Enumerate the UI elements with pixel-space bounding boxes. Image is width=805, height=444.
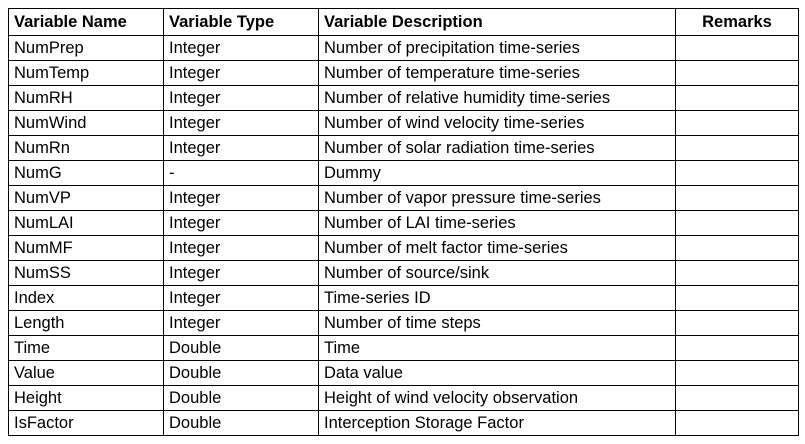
- cell-remarks: [675, 335, 799, 361]
- cell-remarks: [675, 60, 799, 86]
- header-row: Variable Name Variable Type Variable Des…: [8, 8, 799, 36]
- header-variable-type: Variable Type: [163, 8, 319, 36]
- table-row: NumSS Integer Number of source/sink: [8, 260, 799, 286]
- cell-variable-name: NumSS: [8, 260, 164, 286]
- cell-variable-type: Integer: [163, 60, 319, 86]
- cell-remarks: [675, 210, 799, 236]
- table-row: NumTemp Integer Number of temperature time…: [8, 60, 799, 86]
- cell-variable-name: NumWind: [8, 110, 164, 136]
- cell-variable-name: IsFactor: [8, 410, 164, 436]
- cell-remarks: [675, 185, 799, 211]
- header-variable-description: Variable Description: [318, 8, 676, 36]
- cell-variable-description: Number of vapor pressure time-series: [318, 185, 676, 211]
- cell-variable-name: Value: [8, 360, 164, 386]
- cell-variable-name: Index: [8, 285, 164, 311]
- variable-table: Variable Name Variable Type Variable Des…: [8, 8, 799, 436]
- cell-variable-type: Integer: [163, 285, 319, 311]
- cell-variable-name: NumRH: [8, 85, 164, 111]
- cell-remarks: [675, 160, 799, 186]
- cell-variable-name: NumLAI: [8, 210, 164, 236]
- table-body: NumPrep Integer Number of precipitation ti…: [8, 35, 799, 436]
- cell-remarks: [675, 385, 799, 411]
- table-row: Value Double Data value: [8, 360, 799, 386]
- cell-remarks: [675, 135, 799, 161]
- cell-variable-description: Number of relative humidity time-series: [318, 85, 676, 111]
- cell-variable-type: Double: [163, 335, 319, 361]
- cell-variable-name: Height: [8, 385, 164, 411]
- cell-variable-type: -: [163, 160, 319, 186]
- cell-variable-description: Number of wind velocity time-series: [318, 110, 676, 136]
- table-row: Time Double Time: [8, 335, 799, 361]
- cell-variable-description: Number of solar radiation time-series: [318, 135, 676, 161]
- cell-variable-name: NumTemp: [8, 60, 164, 86]
- cell-variable-description: Number of source/sink: [318, 260, 676, 286]
- cell-variable-type: Double: [163, 360, 319, 386]
- cell-variable-description: Height of wind velocity observation: [318, 385, 676, 411]
- cell-variable-type: Double: [163, 410, 319, 436]
- cell-remarks: [675, 260, 799, 286]
- cell-variable-description: Time: [318, 335, 676, 361]
- cell-variable-description: Number of precipitation time-series: [318, 35, 676, 61]
- table-row: NumMF Integer Number of melt factor time-s…: [8, 235, 799, 261]
- cell-remarks: [675, 360, 799, 386]
- header-remarks: Remarks: [675, 8, 799, 36]
- cell-variable-name: NumRn: [8, 135, 164, 161]
- cell-remarks: [675, 235, 799, 261]
- table-row: Index Integer Time-series ID: [8, 285, 799, 311]
- cell-variable-name: NumMF: [8, 235, 164, 261]
- table-row: NumVP Integer Number of vapor pressure tim…: [8, 185, 799, 211]
- cell-variable-type: Integer: [163, 210, 319, 236]
- cell-variable-description: Data value: [318, 360, 676, 386]
- cell-variable-name: NumPrep: [8, 35, 164, 61]
- cell-variable-description: Number of temperature time-series: [318, 60, 676, 86]
- cell-remarks: [675, 35, 799, 61]
- table-row: Length Integer Number of time steps: [8, 310, 799, 336]
- cell-variable-description: Number of melt factor time-series: [318, 235, 676, 261]
- table-row: NumRH Integer Number of relative humidity …: [8, 85, 799, 111]
- cell-variable-type: Integer: [163, 35, 319, 61]
- cell-remarks: [675, 310, 799, 336]
- cell-variable-type: Integer: [163, 85, 319, 111]
- header-variable-name: Variable Name: [8, 8, 164, 36]
- cell-variable-type: Double: [163, 385, 319, 411]
- table-row: IsFactor Double Interception Storage Facto…: [8, 410, 799, 436]
- cell-variable-type: Integer: [163, 110, 319, 136]
- cell-variable-type: Integer: [163, 260, 319, 286]
- cell-variable-type: Integer: [163, 235, 319, 261]
- cell-variable-name: NumG: [8, 160, 164, 186]
- cell-variable-type: Integer: [163, 135, 319, 161]
- cell-variable-name: Length: [8, 310, 164, 336]
- cell-remarks: [675, 110, 799, 136]
- cell-variable-type: Integer: [163, 185, 319, 211]
- cell-remarks: [675, 410, 799, 436]
- cell-variable-type: Integer: [163, 310, 319, 336]
- cell-variable-description: Dummy: [318, 160, 676, 186]
- table-row: NumRn Integer Number of solar radiation ti…: [8, 135, 799, 161]
- cell-variable-name: NumVP: [8, 185, 164, 211]
- cell-variable-description: Number of time steps: [318, 310, 676, 336]
- cell-variable-description: Number of LAI time-series: [318, 210, 676, 236]
- table-row: NumPrep Integer Number of precipitation ti…: [8, 35, 799, 61]
- cell-variable-description: Time-series ID: [318, 285, 676, 311]
- cell-variable-description: Interception Storage Factor: [318, 410, 676, 436]
- cell-remarks: [675, 85, 799, 111]
- table-row: NumG - Dummy: [8, 160, 799, 186]
- cell-variable-name: Time: [8, 335, 164, 361]
- table-row: NumLAI Integer Number of LAI time-series: [8, 210, 799, 236]
- table-row: NumWind Integer Number of wind velocity ti…: [8, 110, 799, 136]
- table-row: Height Double Height of wind velocity obse…: [8, 385, 799, 411]
- cell-remarks: [675, 285, 799, 311]
